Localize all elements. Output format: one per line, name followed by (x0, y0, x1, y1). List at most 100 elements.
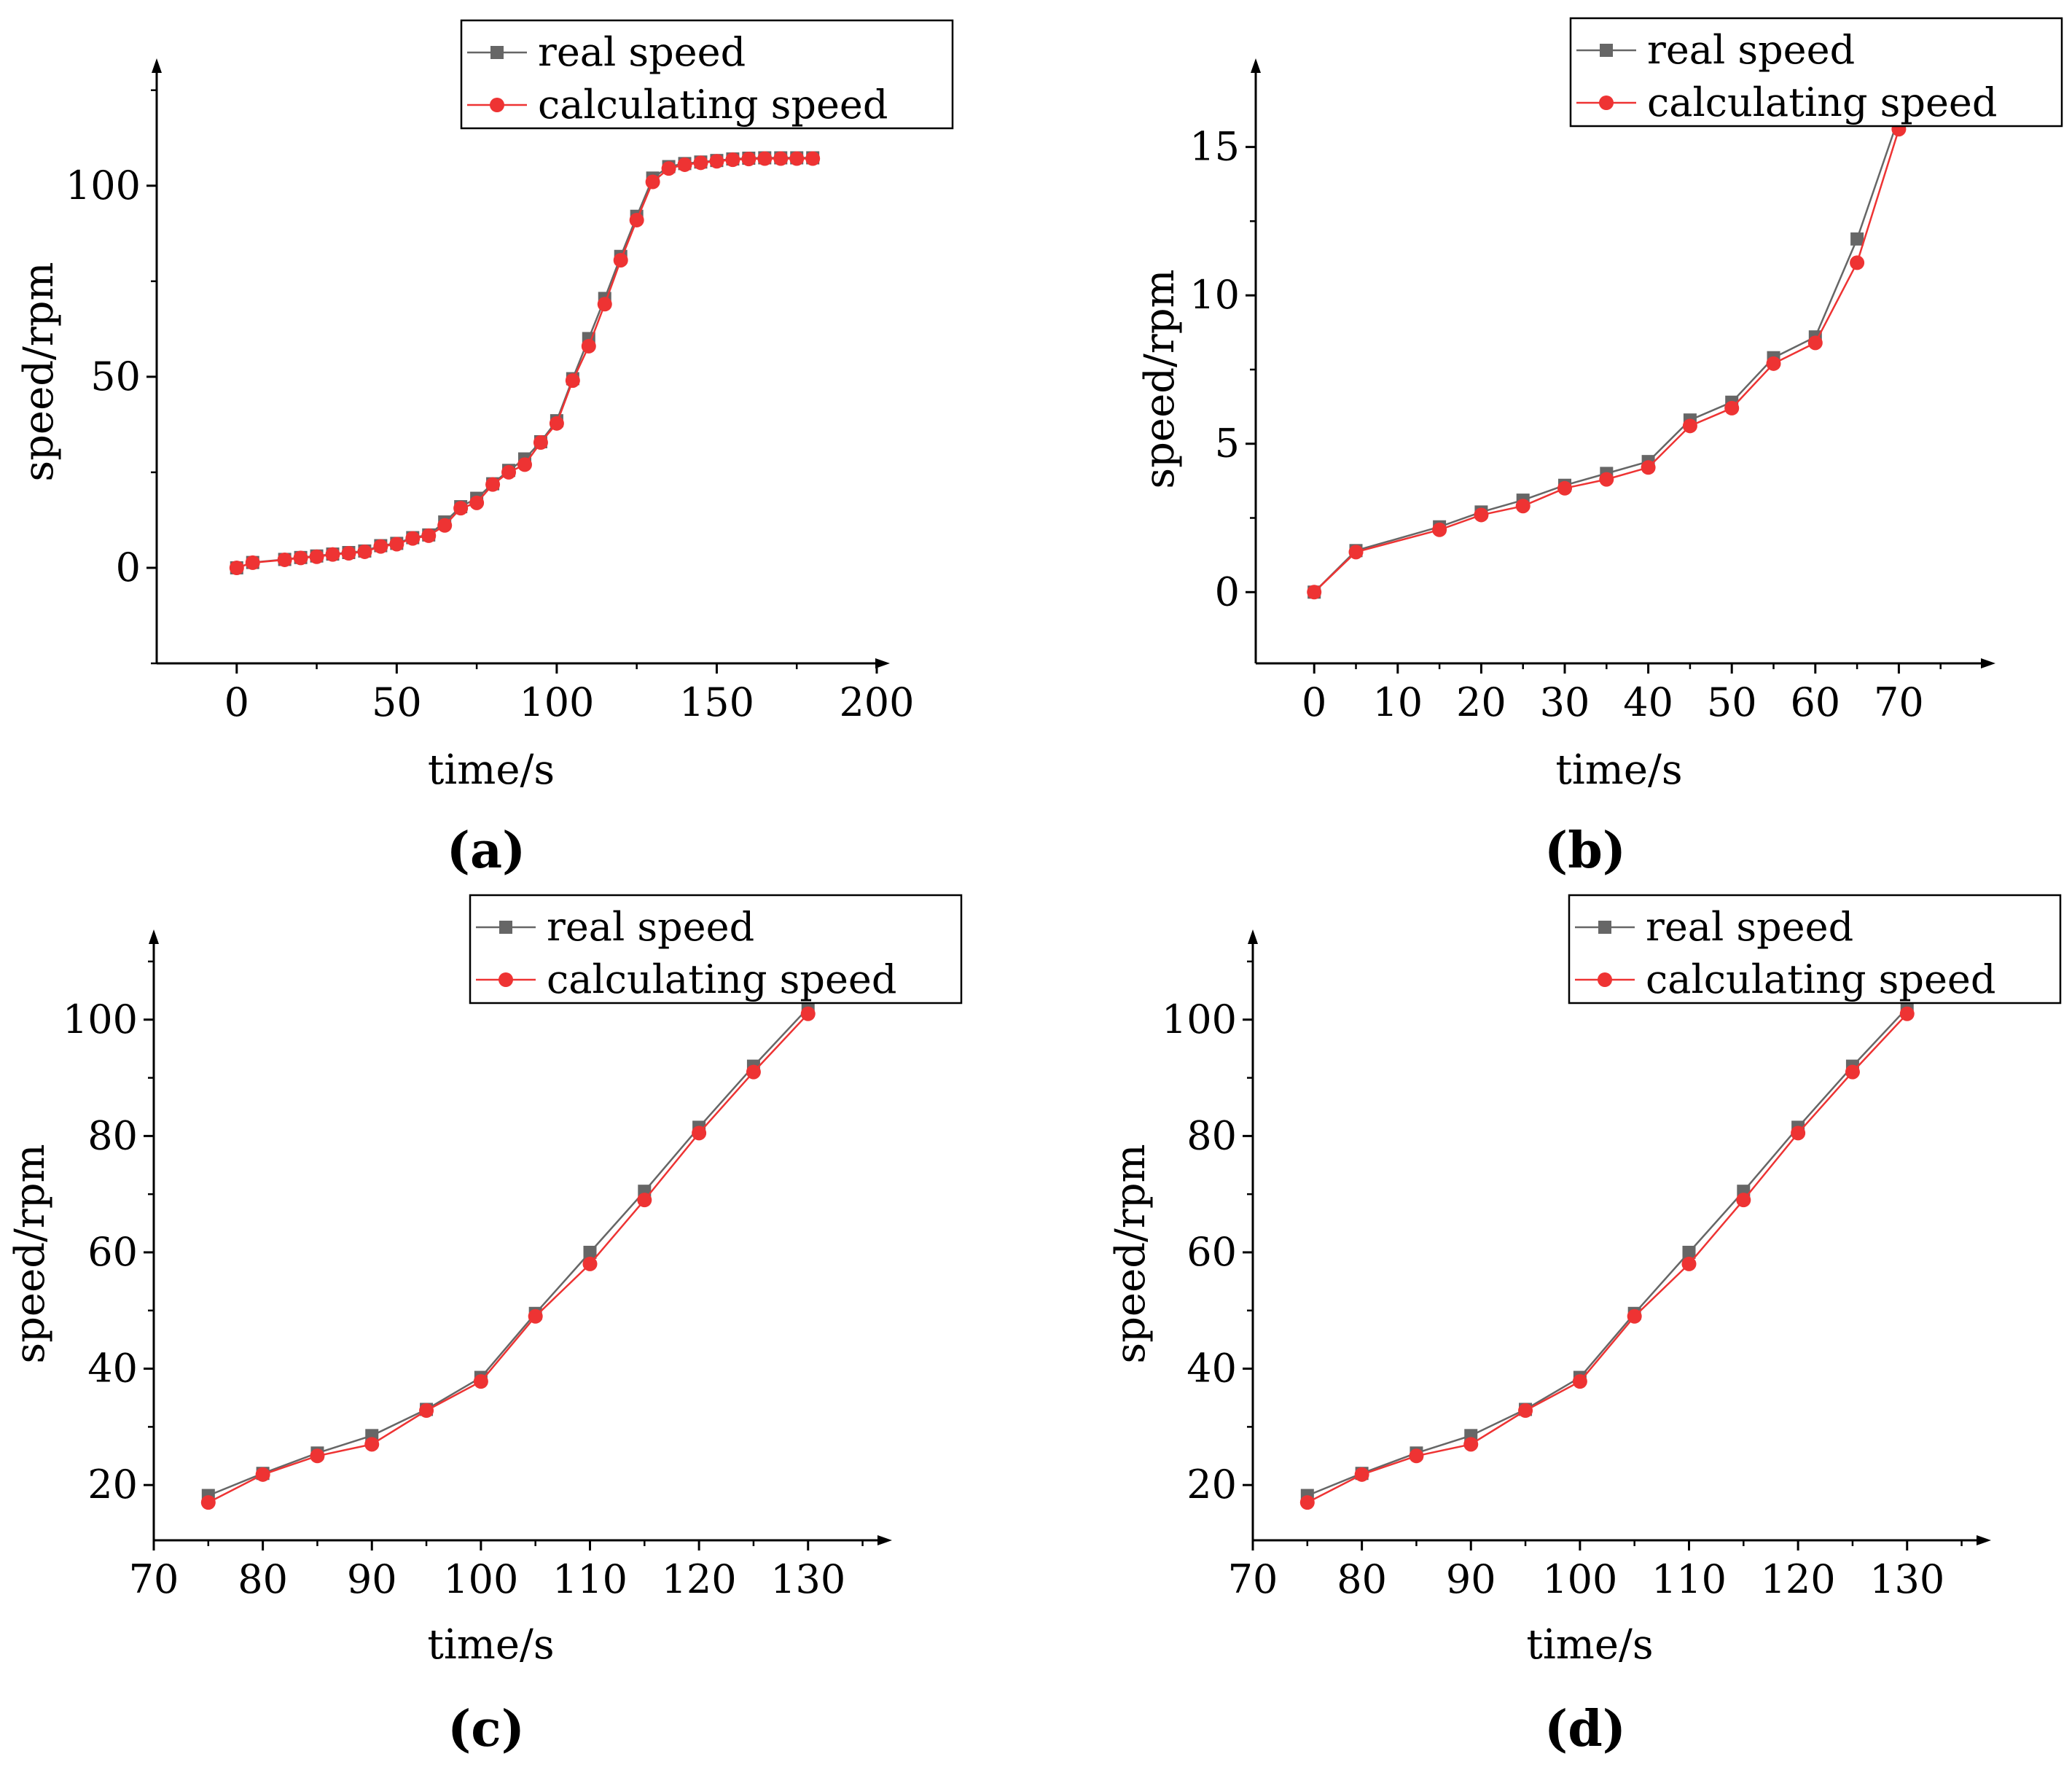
x-tick-label: 100 (443, 1556, 518, 1602)
legend: real speed calculating speed (469, 894, 963, 1005)
chart-panel-b: 0 10 20 30 40 50 60 70 0 5 10 15 time/s speed/rpm real… (1136, 17, 2063, 880)
data-point-calculating-speed (229, 560, 244, 575)
legend-box (460, 19, 954, 130)
data-point-calculating-speed (419, 1403, 434, 1419)
x-tick-label: 70 (1228, 1556, 1278, 1602)
y-axis-arrow (149, 929, 159, 944)
data-point-calculating-speed (773, 151, 789, 166)
data-point-calculating-speed (746, 1064, 761, 1080)
chart-panel-a: 0 50 100 150 200 0 50 100 time/s speed/rpm real sp… (15, 19, 954, 880)
series-line-real-speed (1307, 1007, 1908, 1497)
series-line-real-speed (208, 1007, 809, 1497)
series-line-calculating-speed (1307, 1013, 1908, 1504)
x-axis-label: time/s (1555, 746, 1682, 794)
data-point-calculating-speed (469, 495, 485, 510)
series-line-calculating-speed (1313, 128, 1900, 593)
x-tick-label: 60 (1790, 679, 1840, 725)
x-tick-label: 70 (1874, 679, 1924, 725)
x-tick-label: 80 (238, 1556, 288, 1602)
y-tick-label: 0 (1215, 569, 1240, 615)
x-axis-label: time/s (1526, 1621, 1653, 1669)
data-point-calculating-speed (1599, 472, 1614, 487)
legend-label: real speed (538, 29, 746, 75)
y-tick-label: 5 (1215, 421, 1240, 467)
y-tick-label: 0 (116, 545, 141, 590)
y-tick-label: 100 (1162, 996, 1237, 1042)
legend-marker-calculating-speed (1599, 95, 1614, 110)
legend-marker-calculating-speed (490, 98, 504, 112)
legend-label: real speed (547, 904, 754, 950)
x-axis-arrow (875, 658, 890, 668)
legend: real speed calculating speed (460, 19, 954, 130)
data-point-calculating-speed (1354, 1467, 1369, 1482)
x-tick-label: 50 (372, 679, 422, 725)
x-axis-arrow (1977, 1535, 1991, 1545)
legend-label: calculating speed (538, 82, 888, 128)
data-point-calculating-speed (528, 1308, 543, 1324)
x-tick-label: 110 (1651, 1556, 1727, 1602)
data-point-calculating-speed (1515, 499, 1530, 514)
x-tick-label: 30 (1540, 679, 1590, 725)
data-point-calculating-speed (1899, 1006, 1915, 1021)
y-axis-arrow (1248, 929, 1258, 944)
y-tick-label: 40 (87, 1346, 138, 1392)
data-point-calculating-speed (255, 1467, 270, 1482)
legend-marker-real-speed (1598, 921, 1611, 934)
data-point-calculating-speed (277, 552, 292, 567)
data-point-calculating-speed (1299, 1495, 1315, 1510)
data-point-calculating-speed (805, 151, 821, 166)
data-point-calculating-speed (693, 155, 708, 171)
data-point-calculating-speed (1850, 255, 1865, 270)
legend-marker-calculating-speed (1598, 972, 1612, 987)
y-axis-arrow (152, 58, 162, 73)
y-axis-label: speed/rpm (1136, 269, 1184, 488)
data-point-calculating-speed (389, 537, 404, 552)
y-tick-label: 20 (1186, 1462, 1237, 1507)
data-point-calculating-speed (357, 544, 372, 559)
x-axis-arrow (877, 1535, 892, 1545)
y-tick-label: 60 (87, 1229, 138, 1275)
y-tick-label: 40 (1186, 1346, 1237, 1392)
y-axis-label: speed/rpm (7, 1144, 54, 1363)
data-point-calculating-speed (1736, 1193, 1751, 1208)
data-point-calculating-speed (677, 157, 692, 172)
x-tick-label: 80 (1337, 1556, 1387, 1602)
x-tick-label: 100 (1542, 1556, 1617, 1602)
x-tick-label: 0 (1302, 679, 1326, 725)
data-point-calculating-speed (613, 252, 628, 268)
data-point-calculating-speed (637, 1193, 652, 1208)
data-point-calculating-speed (789, 151, 805, 166)
data-point-calculating-speed (533, 435, 548, 450)
data-point-calculating-speed (1463, 1437, 1479, 1452)
data-point-calculating-speed (1518, 1403, 1533, 1419)
data-point-calculating-speed (1572, 1374, 1587, 1389)
legend-marker-calculating-speed (499, 972, 513, 987)
data-point-calculating-speed (1724, 400, 1740, 416)
data-point-calculating-speed (293, 550, 308, 566)
x-axis-label: time/s (427, 1621, 554, 1669)
x-axis-arrow (1981, 658, 1995, 668)
x-tick-label: 50 (1707, 679, 1757, 725)
legend-box (1569, 17, 2063, 128)
data-point-calculating-speed (709, 154, 724, 169)
data-point-calculating-speed (473, 1374, 488, 1389)
y-tick-label: 80 (1186, 1112, 1237, 1158)
chart-panel-c: 70 80 90 100 110 120 130 20 40 60 80 100 time/s speed… (7, 894, 963, 1758)
data-point-calculating-speed (1641, 460, 1656, 475)
x-tick-label: 130 (770, 1556, 845, 1602)
data-point-calculating-speed (1307, 585, 1322, 600)
data-point-calculating-speed (1557, 480, 1573, 496)
legend-label: calculating speed (1647, 79, 1997, 125)
data-point-calculating-speed (1409, 1448, 1424, 1464)
x-tick-label: 100 (519, 679, 594, 725)
data-point-calculating-speed (1845, 1064, 1860, 1080)
x-tick-label: 120 (1761, 1556, 1836, 1602)
y-tick-label: 20 (87, 1462, 138, 1507)
data-point-calculating-speed (645, 174, 660, 190)
data-point-calculating-speed (309, 549, 324, 564)
x-tick-label: 0 (224, 679, 249, 725)
data-point-calculating-speed (341, 546, 356, 561)
data-point-calculating-speed (741, 152, 757, 167)
y-axis-arrow (1251, 58, 1261, 73)
